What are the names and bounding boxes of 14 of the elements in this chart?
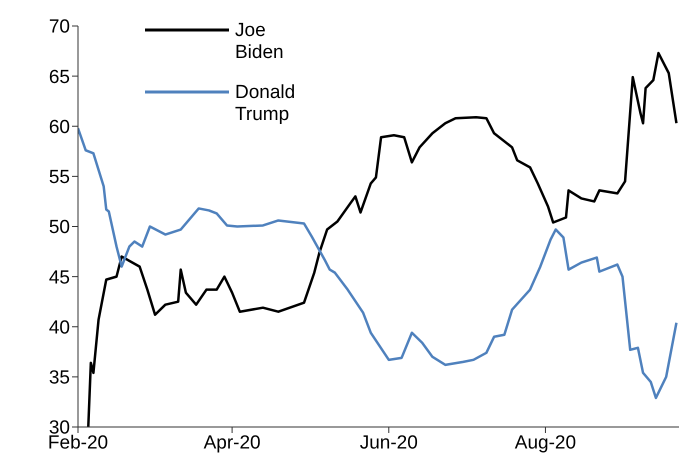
y-tick-label: 35 [48, 368, 70, 389]
y-tick-label: 55 [48, 167, 70, 188]
x-tick-label: Jun-20 [360, 432, 418, 454]
line-series [78, 127, 678, 400]
y-tick-label: 60 [48, 116, 70, 138]
legend-label: Joe Biden [235, 20, 285, 64]
y-tick-label: 40 [48, 317, 70, 338]
x-tick-label: Aug-20 [514, 432, 576, 454]
y-tick-label: 50 [48, 217, 70, 238]
y-tick-label: 45 [48, 267, 70, 288]
legend-label: Donald Trump [235, 82, 296, 126]
y-tick-label: 65 [48, 66, 70, 88]
y-tick-label: 70 [48, 16, 70, 38]
x-tick-label: Apr-20 [204, 432, 261, 454]
